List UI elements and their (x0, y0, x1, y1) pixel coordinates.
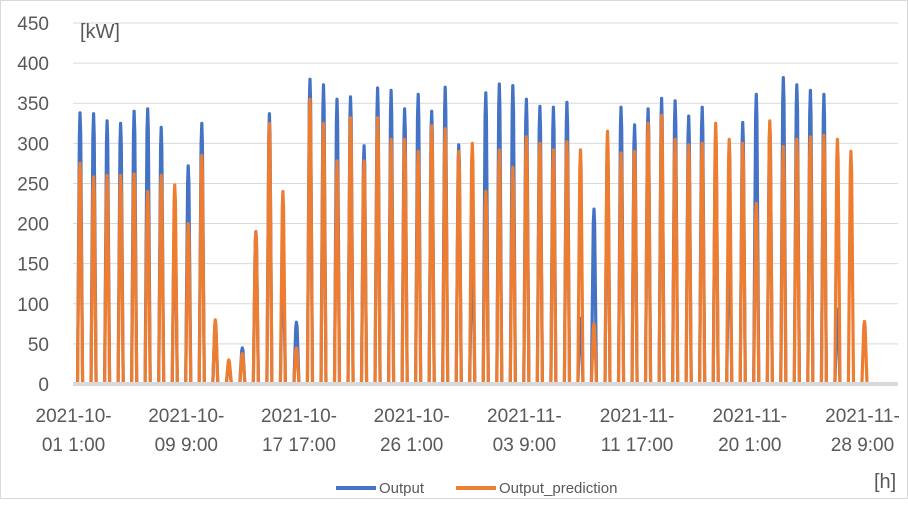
x-tick-label: 28 9:00 (831, 435, 894, 456)
series-line-output-prediction (75, 97, 869, 386)
x-tick-label: 2021-11- (600, 406, 675, 427)
legend-label: Output_prediction (499, 480, 617, 497)
y-tick-label: 150 (17, 255, 49, 276)
x-tick-label: 03 9:00 (493, 435, 556, 456)
y-tick-label: 400 (17, 54, 49, 75)
y-tick-label: 100 (17, 295, 49, 316)
x-tick-label: 09 9:00 (155, 435, 218, 456)
y-tick-label: 450 (17, 14, 49, 35)
y-tick-label: 350 (17, 94, 49, 115)
x-tick-label: 2021-11- (825, 406, 900, 427)
y-tick-label: 50 (28, 335, 49, 356)
x-tick-label: 2021-10- (374, 406, 450, 427)
x-tick-label: 20 1:00 (718, 435, 781, 456)
y-tick-label: 300 (17, 134, 49, 155)
x-tick-label: 17 17:00 (262, 435, 336, 456)
x-tick-label: 2021-10- (36, 406, 112, 427)
x-tick-label: 2021-10- (261, 406, 337, 427)
y-axis-label: [kW] (80, 21, 120, 43)
x-tick-label: 2021-11- (487, 406, 562, 427)
x-tick-label: 26 1:00 (380, 435, 443, 456)
x-axis-label: [h] (874, 471, 896, 493)
x-tick-label: 2021-11- (712, 406, 787, 427)
y-tick-label: 250 (17, 174, 49, 195)
y-tick-label: 0 (38, 375, 49, 396)
y-tick-label: 200 (17, 215, 49, 236)
x-tick-label: 01 1:00 (42, 435, 105, 456)
x-tick-label: 11 17:00 (601, 435, 674, 456)
x-tick-label: 2021-10- (148, 406, 224, 427)
legend-label: Output (379, 480, 425, 497)
